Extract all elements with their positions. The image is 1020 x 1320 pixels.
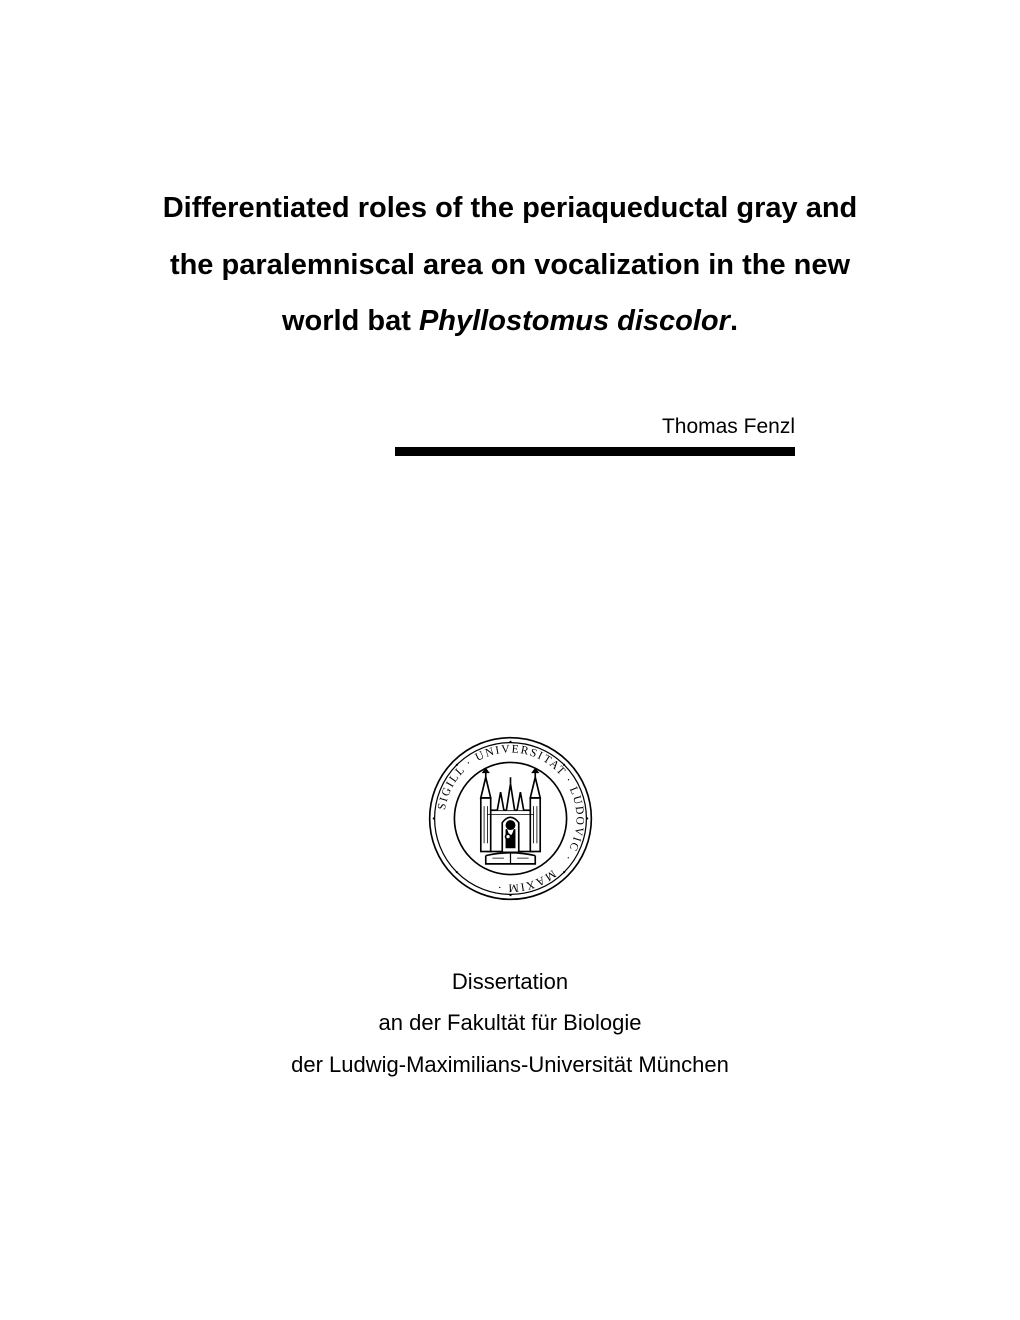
title-line-3: world bat Phyllostomus discolor.	[110, 293, 910, 350]
dissertation-title: Differentiated roles of the periaqueduct…	[110, 180, 910, 350]
author-block: Thomas Fenzl	[110, 415, 910, 447]
university-seal-icon: SIGILL · UNIVERSI TAT · LUDOVIC · MAXIM …	[428, 736, 593, 901]
title-line-1: Differentiated roles of the periaqueduct…	[110, 180, 910, 237]
dissertation-info: Dissertation an der Fakultät für Biologi…	[110, 961, 910, 1086]
university-seal-container: SIGILL · UNIVERSI TAT · LUDOVIC · MAXIM …	[110, 736, 910, 906]
dissertation-line-2: an der Fakultät für Biologie	[110, 1002, 910, 1044]
author-name: Thomas Fenzl	[662, 415, 795, 439]
dissertation-line-1: Dissertation	[110, 961, 910, 1003]
dissertation-line-3: der Ludwig-Maximilians-Universität Münch…	[110, 1044, 910, 1086]
svg-text:TAT · LUDOVIC ·: TAT · LUDOVIC ·	[540, 753, 585, 864]
title-line-2: the paralemniscal area on vocalization i…	[110, 237, 910, 294]
author-underline	[395, 447, 795, 456]
title-page: Differentiated roles of the periaqueduct…	[0, 0, 1020, 1086]
